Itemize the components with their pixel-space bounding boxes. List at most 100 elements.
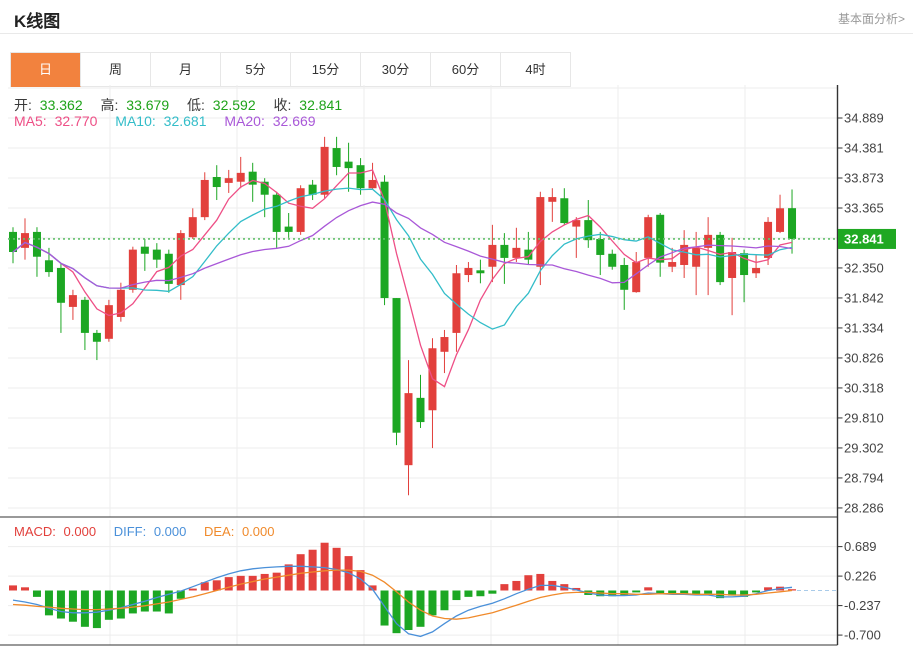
macd-bar [452,590,461,601]
high-value: 33.679 [126,97,170,113]
macd-bar [80,590,89,627]
dea-label: DEA: [203,524,235,539]
candle-body [200,179,209,218]
macd-bar [356,570,365,591]
candle-body [404,393,413,466]
macd-bar [404,590,413,630]
ma10-label: MA10: [115,113,156,129]
diff-label: DIFF: [113,524,147,539]
ma10-line [12,187,793,330]
candle-body [668,262,677,267]
candle-body [740,253,749,276]
axis-tick-label: 33.365 [844,200,884,215]
price-pane [8,136,838,496]
ma5-value: 32.770 [54,113,98,129]
axis-tick-label: 28.286 [844,500,884,515]
candle-body [284,226,293,232]
axis-tick-label: 29.810 [844,410,884,425]
candle-body [500,244,509,258]
candle-body [512,247,521,258]
macd-bar [740,590,749,597]
macd-bar [788,589,797,591]
axis-tick-label: 30.318 [844,380,884,395]
tab-period-5分[interactable]: 5分 [221,53,291,87]
candle-body [476,270,485,274]
tab-period-30分[interactable]: 30分 [361,53,431,87]
dea-line [12,569,793,620]
candle-body [248,171,257,185]
period-tabbar: 日周月 5分 15分 30分 60分 4时 [10,52,571,87]
fundamental-analysis-link[interactable]: 基本面分析> [837,12,905,26]
ma20-line [12,201,793,289]
macd-bar [500,584,509,591]
candle-body [176,233,185,286]
macd-bar [128,590,137,614]
candle-body [56,267,65,303]
axis-tick-label: 31.334 [844,320,884,335]
axis-tick-label: 0.226 [844,569,877,584]
candle-body [704,234,713,248]
page-title: K线图 [14,12,61,31]
candle-body [80,299,89,333]
axis-tick-label: 31.842 [844,290,884,305]
macd-bar [524,575,533,591]
tab-period-周[interactable]: 周 [81,53,151,87]
dea-value: 0.000 [241,524,275,539]
ma10-value: 32.681 [163,113,207,129]
macd-bar [284,564,293,591]
candle-body [752,267,761,274]
candle-body [488,244,497,267]
tab-period-60分[interactable]: 60分 [431,53,501,87]
candle-body [92,332,101,342]
macd-bar [68,590,77,622]
macd-bar [104,590,113,620]
candle-body [260,181,269,195]
candle-body [632,262,641,293]
candle-body [9,231,17,252]
tab-period-日[interactable]: 日 [11,53,81,87]
axis-tick-label: 29.302 [844,440,884,455]
macd-bar [236,575,245,591]
candle-body [332,148,341,167]
candle-body [656,214,665,263]
candle-body [164,253,173,284]
candle-body [68,295,77,307]
macd-bar [572,587,581,591]
macd-bar [188,588,197,591]
candle-body [344,161,353,169]
macd-bar [536,573,545,591]
title-divider [0,33,913,34]
macd-bar [224,577,233,591]
axis-tick-label: 34.381 [844,140,884,155]
tab-period-4时[interactable]: 4时 [501,53,571,87]
current-price-badge-text: 32.841 [844,231,884,246]
candle-body [548,197,557,202]
candle-body [692,247,701,267]
ma-readout: MA5: 32.770 MA10: 32.681 MA20: 32.669 [14,113,320,129]
macd-bar [428,590,437,616]
tab-period-月[interactable]: 月 [151,53,221,87]
candle-body [788,208,797,239]
macd-bar [296,554,305,591]
axis-tick-label: -0.237 [844,598,881,613]
candle-body [728,251,737,278]
current-price-badge [838,228,896,249]
macd-bar [704,590,713,594]
tab-period-15分[interactable]: 15分 [291,53,361,87]
candle-body [680,244,689,265]
candle-body [560,198,569,224]
macd-bar [308,549,317,591]
candle-body [296,188,305,232]
macd-bar [260,573,269,591]
macd-bar [620,590,629,596]
candle-body [380,181,389,299]
open-value: 33.362 [39,97,83,113]
candle-body [140,246,149,254]
macd-bar [44,590,53,616]
macd-bar [656,590,665,595]
candle-body [224,178,233,183]
candle-body [764,221,773,258]
macd-bar [212,580,221,591]
